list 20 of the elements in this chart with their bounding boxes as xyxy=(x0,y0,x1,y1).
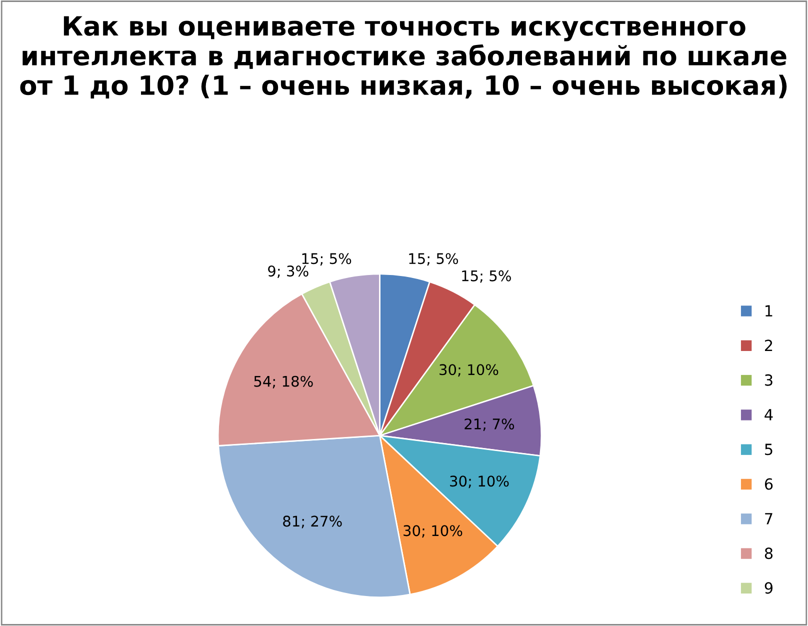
data-label: 15; 5% xyxy=(409,253,458,266)
legend-label: 9 xyxy=(764,582,773,594)
chart-title: Как вы оцениваете точность искусственного интеллекта в диагностике заболеваний по шкале от 1 до 10? (1 – очень низкая, 10 – очень высокая) xyxy=(20,16,787,99)
legend-label: 8 xyxy=(764,548,773,560)
legend-label: 7 xyxy=(765,513,772,524)
data-label: 15; 5% xyxy=(462,270,511,283)
data-label: 30; 10% xyxy=(440,364,498,377)
data-label: 9; 3% xyxy=(268,266,308,278)
data-label: 15; 5% xyxy=(302,253,352,266)
legend-label: 6 xyxy=(764,478,773,490)
data-label: 30; 10% xyxy=(404,525,462,538)
data-label: 21; 7% xyxy=(464,418,514,431)
legend-label: 1 xyxy=(766,305,772,316)
data-label: 30; 10% xyxy=(450,476,509,488)
legend-label: 3 xyxy=(765,374,772,386)
data-label: 81; 27% xyxy=(283,516,342,528)
data-label: 54; 18% xyxy=(254,376,313,388)
legend-label: 2 xyxy=(764,340,772,351)
legend-label: 5 xyxy=(765,444,772,456)
legend-label: 4 xyxy=(764,409,773,420)
